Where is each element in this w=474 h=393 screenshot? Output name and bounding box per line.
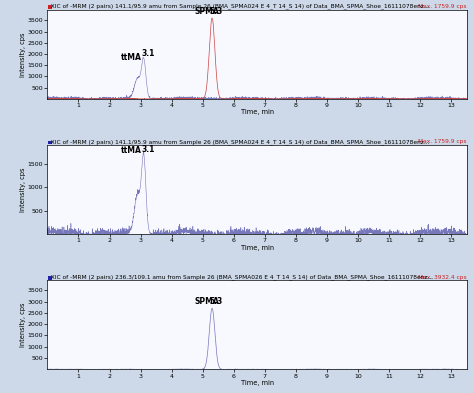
Text: ttMA: ttMA [120, 53, 141, 62]
X-axis label: Time, min: Time, min [241, 380, 273, 386]
Y-axis label: Intensity, cps: Intensity, cps [20, 167, 27, 212]
Text: Max. 3932.4 cps: Max. 3932.4 cps [418, 275, 467, 279]
Text: 3.1: 3.1 [141, 145, 155, 154]
Y-axis label: Intensity, cps: Intensity, cps [20, 303, 26, 347]
Text: 5.3: 5.3 [210, 7, 223, 16]
Text: XIC of -MRM (2 pairs) 141.1/95.9 amu from Sample 26 (BMA_SPMA024 E 4_T 14_S 14) : XIC of -MRM (2 pairs) 141.1/95.9 amu fro… [47, 139, 430, 145]
Bar [48, 6, 52, 9]
Text: XIC of -MRM (2 pairs) 236.3/109.1 amu from Sample 26 (BMA_SPMA026 E 4_T 14_S 14): XIC of -MRM (2 pairs) 236.3/109.1 amu fr… [47, 274, 434, 280]
X-axis label: Time, min: Time, min [241, 245, 273, 251]
Text: 3.1: 3.1 [141, 50, 155, 59]
Text: SPMA: SPMA [194, 297, 219, 306]
Text: Max. 1759.9 cps: Max. 1759.9 cps [419, 4, 467, 9]
Text: 5.3: 5.3 [210, 297, 223, 306]
Text: ttMA: ttMA [120, 147, 141, 155]
Y-axis label: Intensity, cps: Intensity, cps [20, 32, 26, 77]
Bar [48, 276, 52, 280]
X-axis label: Time, min: Time, min [241, 109, 273, 116]
Text: XIC of -MRM (2 pairs) 141.1/95.9 amu from Sample 26 (BMA_SPMA024 E 4_T 14_S 14) : XIC of -MRM (2 pairs) 141.1/95.9 amu fro… [47, 4, 430, 9]
Text: Max. 1759.9 cps: Max. 1759.9 cps [419, 139, 467, 144]
Bar [48, 141, 52, 144]
Text: SPMA: SPMA [194, 7, 219, 16]
